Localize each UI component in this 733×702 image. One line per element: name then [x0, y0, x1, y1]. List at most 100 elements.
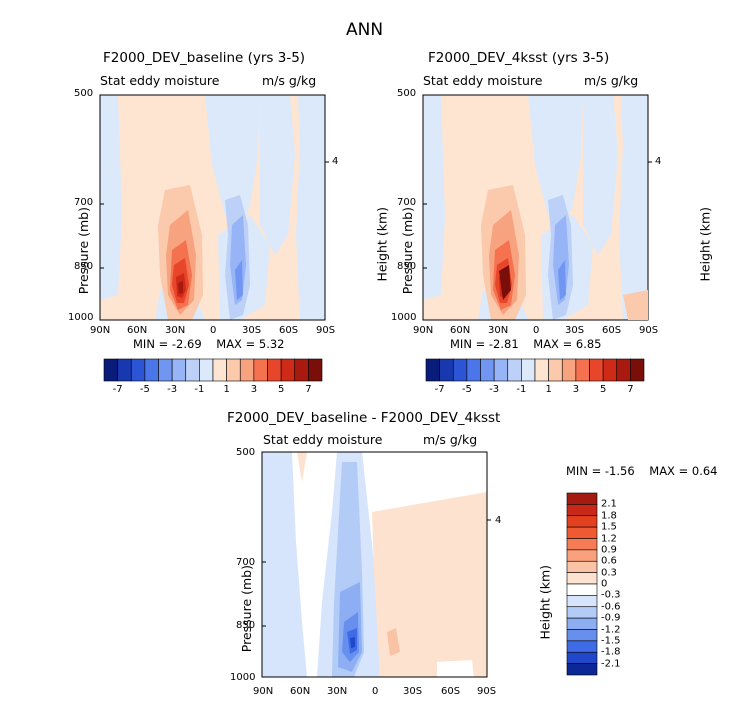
colorbar-swatch — [566, 606, 598, 619]
y-tick: 1000 — [230, 672, 256, 683]
colorbar-swatch — [566, 617, 598, 630]
colorbar-label: -0.9 — [601, 612, 621, 624]
colorbar-swatch — [117, 358, 132, 382]
x-tick: 0 — [372, 686, 379, 697]
colorbar-label: 2.1 — [601, 498, 617, 510]
colorbar-swatch — [253, 358, 268, 382]
colorbar-swatch — [144, 358, 159, 382]
x-tick: 30N — [165, 325, 186, 336]
colorbar-swatch — [130, 358, 146, 382]
y-tick: 850 — [236, 620, 256, 631]
x-tick: 90N — [253, 686, 274, 697]
y2-tick: 4 — [495, 515, 502, 526]
colorbar-label: 0 — [601, 578, 608, 590]
panel-title: F2000_DEV_baseline (yrs 3-5) — [103, 50, 306, 66]
panel-title: F2000_DEV_baseline - F2000_DEV_4ksst — [227, 410, 501, 426]
y-tick: 850 — [397, 261, 417, 272]
colorbar-swatch — [493, 358, 509, 382]
x-tick: 90S — [477, 686, 497, 697]
colorbar-swatch — [566, 526, 598, 539]
colorbar-label: -1.5 — [601, 635, 621, 647]
colorbar-label: -0.3 — [601, 589, 621, 601]
colorbar-swatch — [566, 560, 598, 573]
colorbar-label: -5 — [461, 384, 472, 395]
x-tick: 30N — [327, 686, 348, 697]
colorbar-swatch — [566, 583, 598, 596]
colorbar-swatch — [185, 358, 200, 382]
colorbar-label: -3 — [167, 384, 178, 395]
colorbar-swatch — [566, 595, 598, 608]
y-tick: 500 — [236, 447, 256, 458]
colorbar-swatch — [566, 651, 598, 664]
x-tick: 90N — [90, 325, 111, 336]
colorbar-label: 1.8 — [601, 510, 617, 522]
variable-label: Stat eddy moisture — [100, 73, 220, 88]
colorbar-swatch — [589, 358, 604, 382]
colorbar-label: 3 — [572, 384, 580, 395]
units-label: m/s g/kg — [423, 432, 478, 447]
figure-title: ANN — [346, 20, 384, 40]
colorbar-swatch — [566, 492, 598, 505]
colorbar-swatch — [466, 358, 481, 382]
colorbar-swatch — [507, 358, 522, 382]
colorbar-swatch — [566, 572, 598, 585]
colorbar-label: 1.5 — [601, 521, 617, 533]
colorbar-label: 5 — [599, 384, 607, 395]
x-tick: 60S — [441, 686, 461, 697]
x-tick: 0 — [533, 325, 540, 336]
colorbar-top-right — [425, 358, 645, 382]
colorbar-swatch — [267, 358, 282, 382]
colorbar-label: 0.9 — [601, 544, 617, 556]
colorbar-swatch — [561, 358, 577, 382]
colorbar-swatch — [548, 358, 563, 382]
heatmap-baseline — [99, 94, 326, 321]
x-tick: 30S — [403, 686, 423, 697]
colorbar-swatch — [158, 358, 173, 382]
units-label: m/s g/kg — [262, 73, 317, 88]
colorbar-swatch — [452, 358, 468, 382]
x-tick: 30N — [488, 325, 509, 336]
x-tick: 90S — [639, 325, 659, 336]
heatmap-difference — [261, 451, 488, 678]
colorbar-difference — [566, 492, 598, 676]
colorbar-swatch — [566, 515, 598, 528]
colorbar-swatch — [199, 358, 214, 382]
colorbar-swatch — [566, 538, 598, 551]
colorbar-swatch — [602, 358, 618, 382]
colorbar-swatch — [566, 629, 598, 642]
colorbar-label: -3 — [489, 384, 500, 395]
colorbar-swatch — [566, 663, 598, 676]
colorbar-label: -7 — [434, 384, 445, 395]
x-tick: 60N — [127, 325, 148, 336]
y-tick: 700 — [236, 557, 256, 568]
colorbar-label: 1 — [223, 384, 230, 395]
colorbar-label: -0.6 — [601, 601, 621, 613]
colorbar-swatch — [616, 358, 631, 382]
colorbar-swatch — [294, 358, 309, 382]
colorbar-swatch — [566, 549, 598, 562]
x-tick: 60S — [279, 325, 299, 336]
y-tick: 700 — [397, 197, 417, 208]
colorbar-label: -1.8 — [601, 646, 621, 658]
colorbar-swatch — [566, 504, 598, 517]
min-readout: MIN = -2.69 MAX = 5.32 — [133, 337, 285, 351]
y-tick: 1000 — [68, 312, 94, 323]
colorbar-swatch — [239, 358, 255, 382]
colorbar-label: -1 — [194, 384, 205, 395]
y2-tick: 4 — [332, 156, 339, 167]
colorbar-swatch — [534, 358, 549, 382]
x-tick: 60S — [602, 325, 622, 336]
colorbar-label: 1 — [545, 384, 552, 395]
min-readout: MIN = -2.81 MAX = 6.85 — [450, 337, 602, 351]
colorbar-label: 7 — [627, 384, 634, 395]
colorbar-swatch — [226, 358, 241, 382]
y-tick: 500 — [397, 88, 417, 99]
variable-label: Stat eddy moisture — [423, 73, 543, 88]
y-tick: 700 — [74, 197, 94, 208]
colorbar-swatch — [521, 358, 536, 382]
y-tick: 500 — [74, 88, 94, 99]
colorbar-swatch — [480, 358, 495, 382]
heatmap-4ksst — [422, 94, 649, 321]
colorbar-swatch — [171, 358, 187, 382]
